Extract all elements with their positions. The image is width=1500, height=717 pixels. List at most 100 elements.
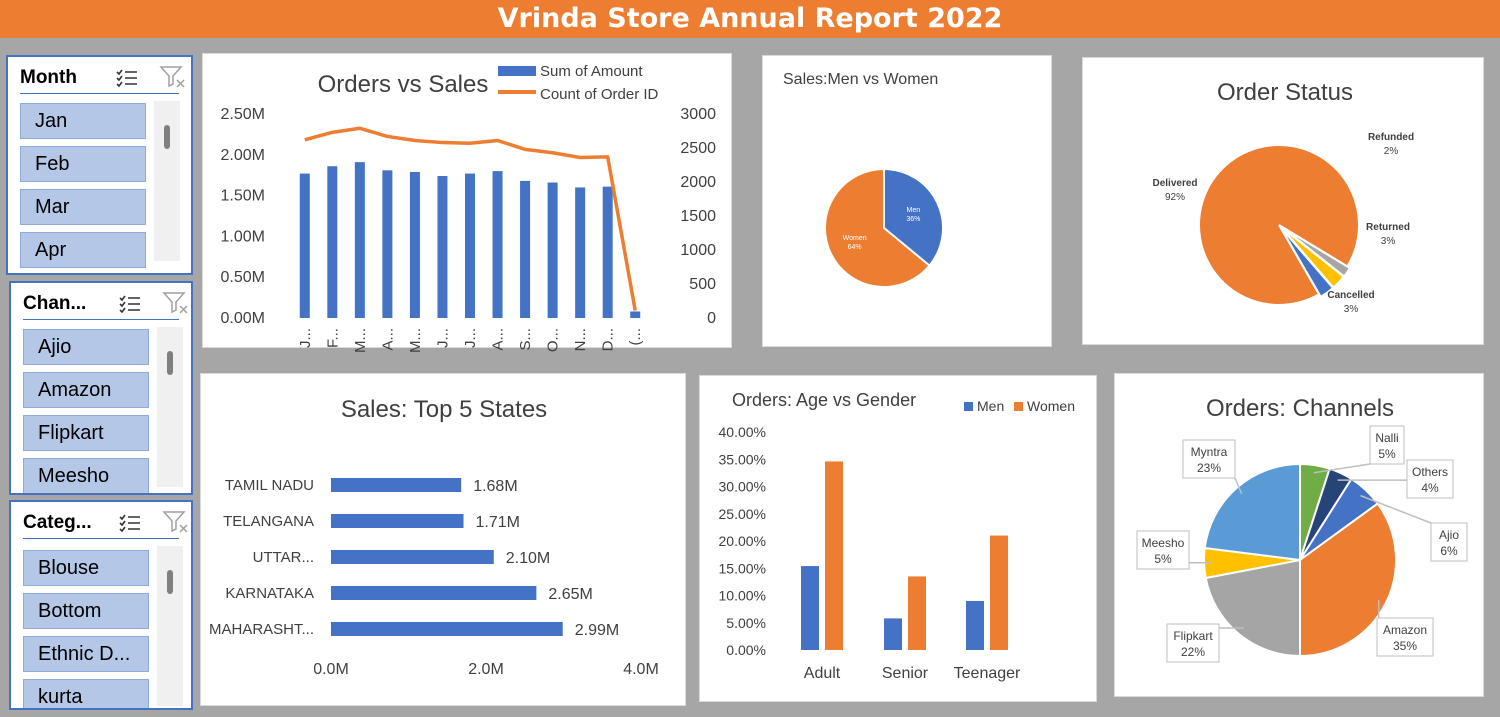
legend-swatch-count-of-order-id bbox=[498, 90, 536, 94]
bar-men bbox=[801, 566, 819, 650]
multi-select-icon[interactable] bbox=[119, 295, 141, 314]
chart-order-status[interactable]: Order Status Delivered 92% Refunded 2% Return… bbox=[1082, 57, 1484, 345]
x-axis-tick: J... bbox=[434, 328, 451, 348]
bar-state bbox=[331, 478, 462, 492]
pie-label: Others bbox=[1412, 465, 1448, 479]
pie-label: Men bbox=[907, 207, 921, 214]
pie-label: Meesho bbox=[1142, 536, 1185, 550]
slicer-channel: Chan... Ajio Amazon Flipkart Meesho bbox=[9, 281, 193, 495]
pie-label: Women bbox=[843, 235, 867, 242]
bar-sum-of-amount bbox=[409, 171, 420, 318]
chart-age-vs-gender[interactable]: Orders: Age vs Gender 0.00% 5.00% 10.00% 15.… bbox=[699, 375, 1097, 702]
slicer-item-meesho[interactable]: Meesho bbox=[23, 458, 149, 493]
y-axis-tick: 15.00% bbox=[719, 560, 766, 576]
legend-label: Women bbox=[1027, 398, 1075, 414]
slicer-scrollbar[interactable] bbox=[157, 546, 183, 706]
y-axis-tick: 35.00% bbox=[719, 451, 766, 467]
slicer-item-flipkart[interactable]: Flipkart bbox=[23, 415, 149, 451]
x-axis-tick: J... bbox=[297, 328, 314, 348]
slicer-item-ajio[interactable]: Ajio bbox=[23, 329, 149, 365]
slicer-scrollbar[interactable] bbox=[154, 101, 180, 261]
chart-title: Orders: Channels bbox=[1206, 395, 1394, 422]
chart-men-vs-women[interactable]: Sales:Men vs Women Men 36% Women 64% bbox=[762, 55, 1052, 347]
right-axis-tick: 0 bbox=[707, 310, 716, 327]
pie-label-pct: 22% bbox=[1181, 645, 1205, 659]
scroll-thumb[interactable] bbox=[167, 570, 173, 594]
clear-filter-icon[interactable] bbox=[159, 65, 186, 89]
x-axis-tick: J... bbox=[462, 328, 479, 348]
slicer-item-mar[interactable]: Mar bbox=[20, 189, 146, 225]
bar-sum-of-amount bbox=[630, 311, 641, 318]
pie-label: Delivered bbox=[1152, 178, 1197, 189]
callout-box bbox=[1166, 623, 1220, 663]
chart-top5-states[interactable]: Sales: Top 5 States TAMIL NADU 1.68M TELANG… bbox=[200, 373, 686, 706]
x-axis-tick: 4.0M bbox=[623, 661, 659, 678]
pie-slice-cancelled bbox=[1279, 226, 1335, 299]
legend-label: Men bbox=[977, 398, 1004, 414]
bar-women bbox=[825, 461, 843, 650]
pie-slice-amazon bbox=[1299, 502, 1397, 658]
x-axis-tick: A... bbox=[379, 328, 396, 351]
legend-swatch-women bbox=[1014, 402, 1023, 411]
bar-sum-of-amount bbox=[382, 170, 393, 318]
slicer-scrollbar[interactable] bbox=[157, 327, 183, 487]
chart-title: Order Status bbox=[1217, 79, 1353, 106]
bar-men bbox=[884, 618, 902, 650]
left-axis-tick: 0.00M bbox=[221, 310, 265, 327]
bar-state bbox=[331, 514, 464, 528]
slicer-item-ethnic-dress[interactable]: Ethnic D... bbox=[23, 636, 149, 672]
pie-label: Amazon bbox=[1383, 623, 1427, 637]
legend-swatch-sum-of-amount bbox=[498, 66, 536, 76]
bar-sum-of-amount bbox=[520, 180, 531, 318]
chart-orders-vs-sales[interactable]: Orders vs Sales 0.00M 0.50M 1.00M 1.50M 2.00M… bbox=[202, 53, 732, 353]
clear-filter-icon[interactable] bbox=[162, 291, 189, 315]
x-axis-tick: O... bbox=[545, 328, 562, 352]
bar-state bbox=[331, 586, 537, 600]
slicer-item-jan[interactable]: Jan bbox=[20, 103, 146, 139]
report-banner: Vrinda Store Annual Report 2022 bbox=[0, 0, 1500, 38]
bar-women bbox=[990, 535, 1008, 650]
x-axis-tick: Adult bbox=[804, 665, 841, 682]
chart-channels[interactable]: Orders: Channels Nalli 5% Others 4% Ajio 6% Ama… bbox=[1114, 373, 1484, 697]
left-axis-tick: 1.50M bbox=[221, 188, 265, 205]
bar-value-label: 1.71M bbox=[476, 514, 520, 531]
slicer-item-bottom[interactable]: Bottom bbox=[23, 593, 149, 629]
pie-label-pct: 3% bbox=[1381, 236, 1396, 247]
right-axis-tick: 500 bbox=[689, 276, 716, 293]
slicer-item-blouse[interactable]: Blouse bbox=[23, 550, 149, 586]
pie-label-pct: 92% bbox=[1165, 192, 1185, 203]
bar-value-label: 2.10M bbox=[506, 550, 550, 567]
pie-slice-women bbox=[824, 167, 931, 288]
right-axis-tick: 1500 bbox=[680, 208, 716, 225]
orders-vs-sales-svg: Orders vs Sales 0.00M 0.50M 1.00M 1.50M 2.00M… bbox=[221, 63, 717, 353]
pie-label-pct: 5% bbox=[1154, 552, 1172, 566]
slicer-title: Categ... bbox=[23, 512, 92, 533]
y-axis-tick: TAMIL NADU bbox=[225, 477, 314, 494]
y-axis-tick: 5.00% bbox=[726, 615, 766, 631]
slicer-item-kurta[interactable]: kurta bbox=[23, 679, 149, 708]
y-axis-tick: TELANGANA bbox=[223, 513, 314, 530]
scroll-thumb[interactable] bbox=[164, 125, 170, 149]
legend-swatch-men bbox=[964, 402, 973, 411]
bar-value-label: 1.68M bbox=[473, 478, 517, 495]
channels-svg: Orders: Channels Nalli 5% Others 4% Ajio 6% Ama… bbox=[1136, 395, 1468, 663]
callout-leader bbox=[1234, 477, 1243, 495]
pie-label: Cancelled bbox=[1327, 290, 1374, 301]
scroll-thumb[interactable] bbox=[167, 351, 173, 375]
pie-slice-delivered bbox=[1198, 144, 1360, 306]
x-axis-tick: 2.0M bbox=[468, 661, 504, 678]
clear-filter-icon[interactable] bbox=[162, 510, 189, 534]
bar-sum-of-amount bbox=[547, 182, 558, 318]
slicer-item-amazon[interactable]: Amazon bbox=[23, 372, 149, 408]
slicer-item-feb[interactable]: Feb bbox=[20, 146, 146, 182]
slicer-item-apr[interactable]: Apr bbox=[20, 232, 146, 268]
chart-title: Sales: Top 5 States bbox=[341, 396, 547, 423]
multi-select-icon[interactable] bbox=[116, 69, 138, 88]
x-axis-tick: Teenager bbox=[954, 665, 1021, 682]
bar-men bbox=[966, 600, 984, 650]
x-axis-tick: M... bbox=[407, 328, 424, 353]
left-axis-tick: 2.50M bbox=[221, 106, 265, 123]
multi-select-icon[interactable] bbox=[119, 514, 141, 533]
age-vs-gender-svg: Orders: Age vs Gender 0.00% 5.00% 10.00% 15.… bbox=[719, 390, 1075, 682]
bar-sum-of-amount bbox=[327, 166, 338, 318]
